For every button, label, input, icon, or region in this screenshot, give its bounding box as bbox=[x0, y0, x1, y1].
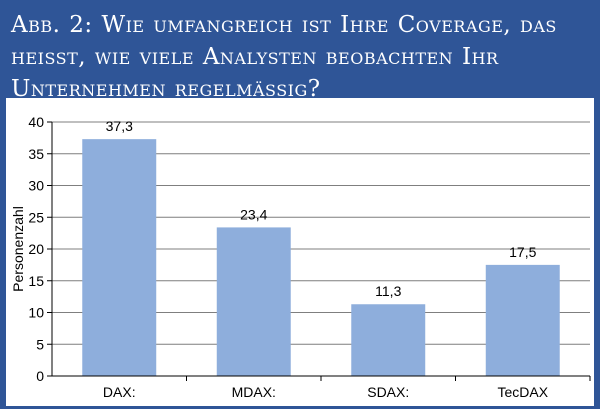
x-tick-label: MDAX: bbox=[232, 384, 276, 400]
y-tick-label: 20 bbox=[28, 241, 44, 257]
x-tick-label: DAX: bbox=[103, 384, 136, 400]
y-tick-label: 30 bbox=[28, 178, 44, 194]
y-tick-label: 15 bbox=[28, 273, 44, 289]
y-tick-label: 0 bbox=[36, 368, 44, 384]
chart-area: 0 5 10 15 20 25 30 35 40 37,3 DAX: 23,4 MDAX: 11,3 SDA… bbox=[6, 98, 594, 406]
y-tick-label: 40 bbox=[28, 114, 44, 130]
y-tick-label: 35 bbox=[28, 146, 44, 162]
bar-layer bbox=[82, 139, 560, 376]
bar bbox=[351, 304, 426, 376]
x-tick-label: SDAX: bbox=[367, 384, 409, 400]
bar bbox=[82, 139, 157, 376]
data-label: 37,3 bbox=[106, 118, 133, 134]
data-label: 11,3 bbox=[375, 283, 401, 299]
bar bbox=[485, 264, 560, 376]
y-tick-label: 10 bbox=[28, 305, 44, 321]
y-tick-label: 5 bbox=[36, 336, 44, 352]
data-label: 17,5 bbox=[509, 244, 536, 260]
y-axis-label: Personenzahl bbox=[10, 206, 26, 292]
bar-chart: 0 5 10 15 20 25 30 35 40 37,3 DAX: 23,4 MDAX: 11,3 SDA… bbox=[10, 114, 591, 400]
data-label: 23,4 bbox=[240, 206, 267, 222]
y-tick-label: 25 bbox=[28, 209, 44, 225]
chart-title: Abb. 2: Wie umfangreich ist Ihre Coverag… bbox=[11, 12, 557, 102]
x-tick-label: TecDAX bbox=[497, 384, 548, 400]
label-layer: 0 5 10 15 20 25 30 35 40 37,3 DAX: 23,4 MDAX: 11,3 SDA… bbox=[28, 114, 548, 400]
axis-layer bbox=[47, 121, 591, 381]
bar bbox=[216, 227, 291, 376]
